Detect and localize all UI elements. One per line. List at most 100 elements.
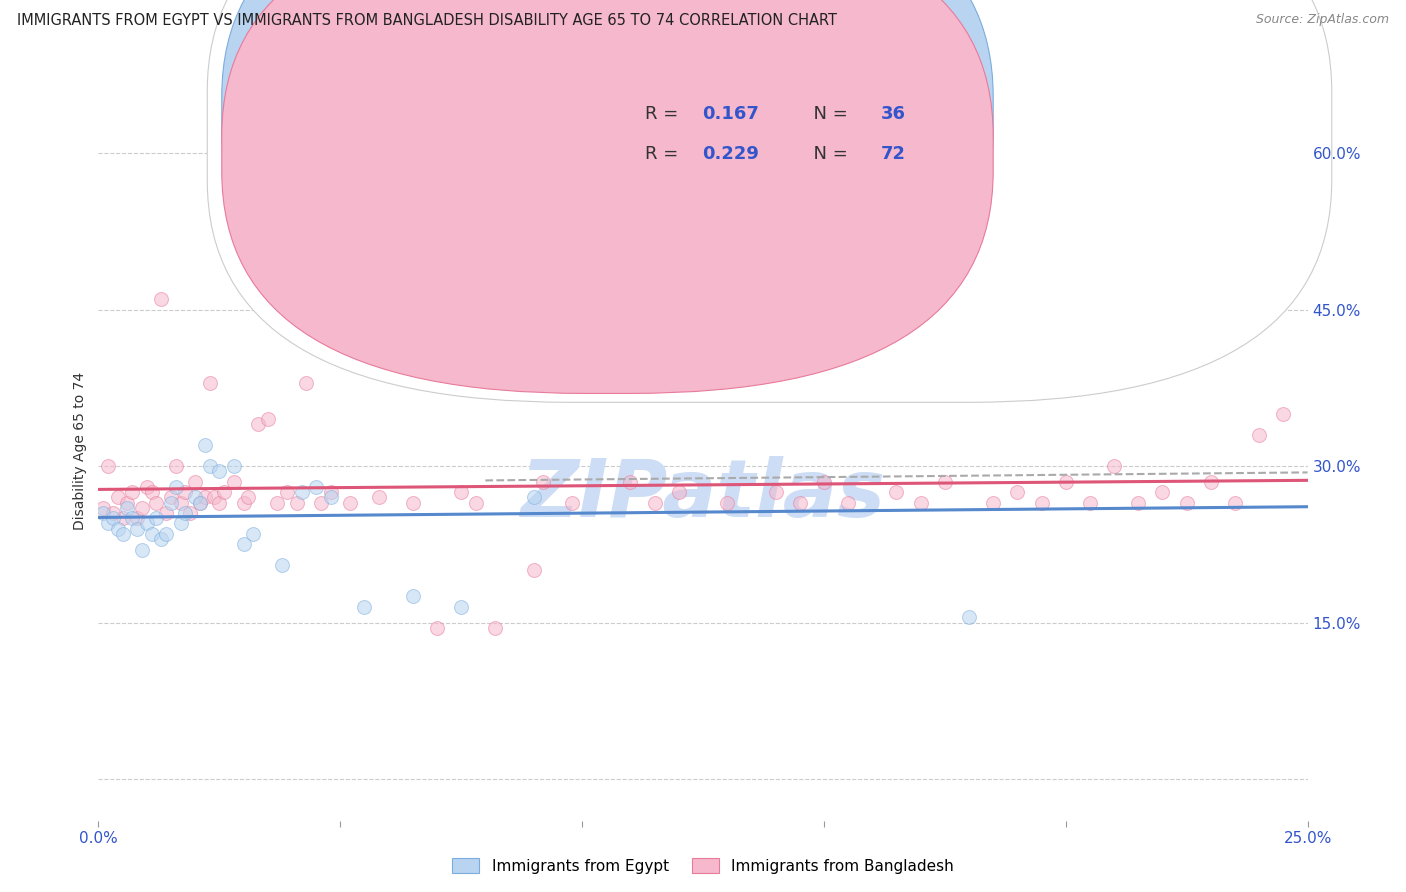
Point xyxy=(141,527,163,541)
Point xyxy=(111,527,134,541)
Point xyxy=(886,485,908,500)
Point xyxy=(150,292,173,306)
Text: 0.167: 0.167 xyxy=(702,105,759,123)
Point xyxy=(107,522,129,536)
Point xyxy=(339,495,361,509)
Point xyxy=(668,485,690,500)
Point xyxy=(353,599,375,614)
Point xyxy=(184,475,207,489)
Point xyxy=(97,459,120,474)
Text: R =: R = xyxy=(645,145,683,162)
Point xyxy=(319,491,342,505)
Point xyxy=(169,516,191,531)
Point xyxy=(531,475,554,489)
Point xyxy=(222,475,245,489)
Point xyxy=(111,511,134,525)
Point xyxy=(910,495,932,509)
Point xyxy=(464,495,486,509)
Point xyxy=(765,485,787,500)
Text: ZIPatlas: ZIPatlas xyxy=(520,456,886,534)
Point xyxy=(450,599,472,614)
Point xyxy=(160,495,183,509)
Point xyxy=(1272,407,1295,421)
Point xyxy=(204,491,226,505)
Point xyxy=(145,511,167,525)
Point xyxy=(619,475,641,489)
Point xyxy=(276,485,298,500)
Point xyxy=(179,506,201,520)
Point xyxy=(97,516,120,531)
Point xyxy=(981,495,1004,509)
Text: 36: 36 xyxy=(880,105,905,123)
Point xyxy=(692,146,714,161)
Point xyxy=(188,495,211,509)
Point xyxy=(644,495,666,509)
Point xyxy=(165,480,187,494)
Text: IMMIGRANTS FROM EGYPT VS IMMIGRANTS FROM BANGLADESH DISABILITY AGE 65 TO 74 CORR: IMMIGRANTS FROM EGYPT VS IMMIGRANTS FROM… xyxy=(17,13,837,29)
Point xyxy=(561,495,583,509)
Point xyxy=(145,495,167,509)
Point xyxy=(198,459,221,474)
Point xyxy=(309,495,332,509)
FancyBboxPatch shape xyxy=(207,0,1331,402)
Point xyxy=(174,485,197,500)
Point xyxy=(208,464,231,478)
Y-axis label: Disability Age 65 to 74: Disability Age 65 to 74 xyxy=(73,371,87,530)
Point xyxy=(150,532,173,546)
Point xyxy=(740,282,762,296)
Point xyxy=(402,495,425,509)
Point xyxy=(1199,475,1222,489)
Point xyxy=(368,491,391,505)
Point xyxy=(242,527,264,541)
Point xyxy=(188,495,211,509)
Point xyxy=(1078,495,1101,509)
Legend: Immigrants from Egypt, Immigrants from Bangladesh: Immigrants from Egypt, Immigrants from B… xyxy=(446,852,960,880)
Point xyxy=(402,590,425,604)
Point xyxy=(91,506,114,520)
Point xyxy=(208,495,231,509)
Point xyxy=(232,537,254,551)
Point xyxy=(169,495,191,509)
Point xyxy=(934,475,956,489)
Point xyxy=(222,459,245,474)
Text: N =: N = xyxy=(803,145,853,162)
Text: 72: 72 xyxy=(880,145,905,162)
Point xyxy=(127,522,149,536)
Point xyxy=(285,495,308,509)
Point xyxy=(837,495,859,509)
Text: Source: ZipAtlas.com: Source: ZipAtlas.com xyxy=(1256,13,1389,27)
Point xyxy=(1223,495,1246,509)
Point xyxy=(319,485,342,500)
Point xyxy=(194,491,217,505)
Point xyxy=(131,542,153,557)
Text: 0.229: 0.229 xyxy=(702,145,759,162)
Point xyxy=(256,412,278,426)
Point xyxy=(91,500,114,515)
Point xyxy=(155,506,177,520)
Point xyxy=(135,480,157,494)
Point xyxy=(117,495,139,509)
Point xyxy=(1031,495,1053,509)
Point xyxy=(121,511,143,525)
Point xyxy=(1175,495,1198,509)
Point xyxy=(305,480,328,494)
FancyBboxPatch shape xyxy=(222,0,993,354)
Point xyxy=(121,485,143,500)
Point xyxy=(135,516,157,531)
Point xyxy=(1128,495,1150,509)
Text: R =: R = xyxy=(645,105,683,123)
Point xyxy=(716,495,738,509)
Point xyxy=(266,495,288,509)
Point xyxy=(155,527,177,541)
Point xyxy=(1007,485,1029,500)
Point xyxy=(232,495,254,509)
Point xyxy=(813,475,835,489)
Point xyxy=(127,511,149,525)
Point xyxy=(271,558,294,573)
Point xyxy=(1249,427,1271,442)
Point xyxy=(426,621,449,635)
Point xyxy=(141,485,163,500)
Point xyxy=(131,500,153,515)
Point xyxy=(290,485,312,500)
Point xyxy=(101,511,124,525)
